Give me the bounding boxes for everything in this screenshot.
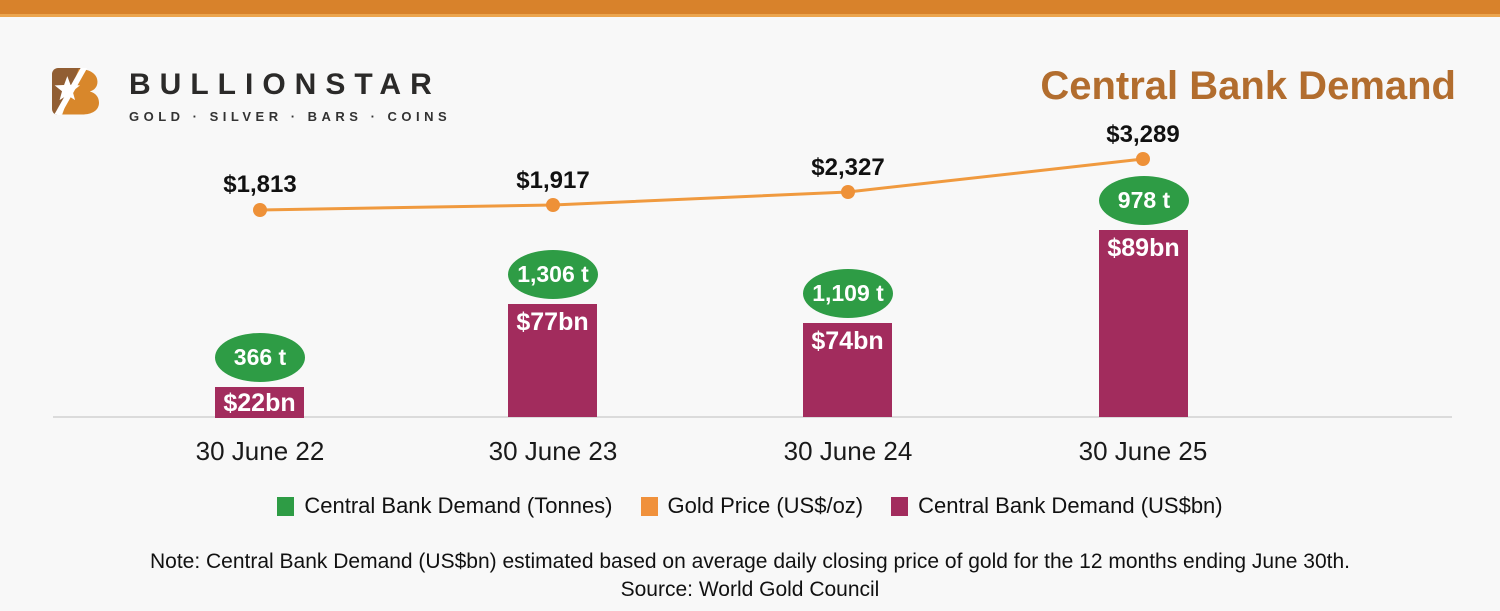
legend-label: Central Bank Demand (Tonnes) [304,493,613,518]
note-text: Note: Central Bank Demand (US$bn) estima… [149,550,1351,573]
tonnes-badge: 1,306 t [508,250,598,299]
gold-price-point-2 [546,198,560,212]
gold-price-label: $1,917 [516,167,590,194]
legend-item-tonnes: Central Bank Demand (Tonnes) [277,493,613,519]
bar-value-label: $89bn [1107,234,1180,262]
legend-swatch-orange [640,496,658,516]
brand-tagline: GOLD · SILVER · BARS · COINS [129,109,452,124]
legend-label: Central Bank Demand (US$bn) [918,493,1223,518]
brand-logo: BULLIONSTAR GOLD · SILVER · BARS · COINS [52,68,451,124]
gold-price-point-3 [841,185,855,199]
x-axis-tick-label: 30 June 25 [1078,436,1208,466]
gold-price-label: $3,289 [1106,121,1180,148]
demand-bar: $22bn [215,387,304,418]
bar-value-label: $74bn [811,327,884,355]
top-accent-band [0,0,1500,17]
x-axis-line [53,416,1452,418]
legend-swatch-maroon [891,496,909,516]
x-axis-tick-label: 30 June 24 [783,436,913,466]
source-text: Source: World Gold Council [620,578,880,601]
tonnes-badge: 366 t [215,333,305,382]
tonnes-badge: 978 t [1099,176,1189,225]
gold-price-point-4 [1136,152,1150,166]
chart-footnotes: Note: Central Bank Demand (US$bn) estima… [0,548,1500,604]
legend-swatch-green [277,496,295,516]
x-axis-tick-label: 30 June 22 [195,436,325,466]
legend-item-gold-price: Gold Price (US$/oz) [640,493,864,519]
page-title: Central Bank Demand [1040,64,1456,108]
bar-value-label: $77bn [516,308,589,336]
legend-item-usdbn: Central Bank Demand (US$bn) [891,493,1223,519]
chart-legend: Central Bank Demand (Tonnes) Gold Price … [0,493,1500,519]
demand-bar: $89bn [1099,230,1188,417]
legend-label: Gold Price (US$/oz) [667,493,864,518]
bullionstar-b-star-icon [52,68,99,115]
brand-name: BULLIONSTAR [129,68,441,101]
demand-bar: $74bn [803,323,892,417]
gold-price-point-1 [253,203,267,217]
gold-price-label: $2,327 [811,154,885,181]
x-axis-tick-label: 30 June 23 [488,436,618,466]
bar-value-label: $22bn [223,389,296,417]
demand-bar: $77bn [508,304,597,417]
gold-price-label: $1,813 [223,171,297,198]
tonnes-badge: 1,109 t [803,269,893,318]
brand-wordmark: BULLIONSTAR GOLD · SILVER · BARS · COINS [129,68,452,125]
